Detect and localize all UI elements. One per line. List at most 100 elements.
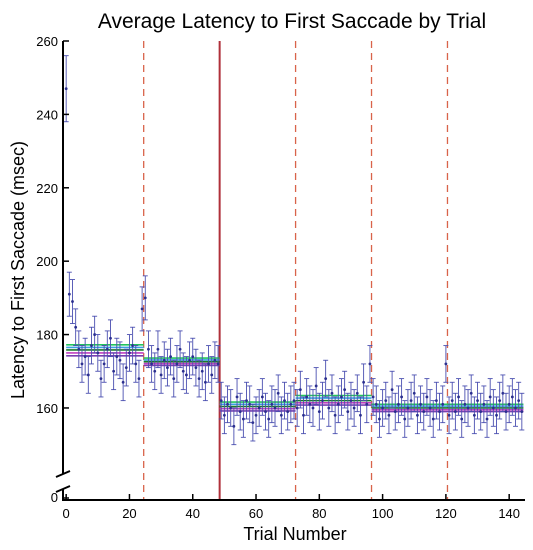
data-point-44	[203, 380, 207, 384]
y-tick-label-0: 160	[36, 401, 58, 416]
data-point-12	[102, 362, 106, 366]
data-point-107	[403, 417, 407, 421]
data-point-112	[419, 402, 422, 406]
data-point-78	[311, 406, 315, 410]
data-point-47	[213, 358, 217, 362]
x-tick-label-2: 40	[186, 506, 200, 521]
data-point-35	[175, 362, 179, 366]
y-tick-label-zero-0: 0	[51, 490, 58, 505]
data-point-102	[387, 413, 391, 417]
data-point-42	[197, 377, 201, 381]
data-point-38	[185, 373, 188, 377]
data-point-8	[90, 344, 93, 347]
data-point-16	[115, 355, 119, 358]
data-point-67	[276, 391, 280, 395]
data-point-14	[109, 336, 112, 340]
y-tick-label-3: 220	[36, 181, 58, 196]
data-point-81	[321, 399, 324, 403]
axis-break-mark-top	[55, 470, 71, 478]
data-point-143	[517, 399, 521, 403]
data-point-122	[450, 399, 454, 403]
data-point-51	[226, 402, 229, 406]
data-point-66	[273, 406, 277, 410]
data-point-59	[251, 421, 255, 425]
data-point-117	[434, 399, 438, 403]
data-point-131	[479, 410, 483, 414]
data-point-144	[520, 410, 524, 414]
data-point-104	[393, 410, 397, 414]
data-point-31	[162, 358, 166, 362]
data-point-54	[235, 395, 239, 399]
data-point-18	[121, 380, 125, 384]
data-point-100	[381, 406, 385, 410]
data-point-7	[86, 373, 90, 377]
data-point-120	[444, 362, 448, 366]
data-point-92	[355, 391, 359, 395]
chart-title: Average Latency to First Saccade by Tria…	[98, 10, 486, 33]
data-point-41	[194, 366, 198, 369]
data-point-34	[172, 377, 176, 381]
data-point-10	[96, 351, 100, 355]
data-point-86	[336, 402, 340, 406]
data-point-137	[498, 399, 502, 403]
data-point-115	[428, 406, 432, 410]
data-point-56	[241, 417, 245, 421]
data-point-111	[416, 413, 419, 417]
data-point-99	[378, 417, 381, 421]
x-tick-label-1: 20	[122, 506, 136, 521]
data-point-98	[374, 402, 378, 406]
data-point-4	[77, 347, 81, 351]
data-point-2	[71, 300, 74, 303]
data-point-13	[105, 347, 109, 351]
data-point-39	[188, 358, 191, 362]
data-point-45	[207, 362, 210, 366]
data-point-48	[216, 362, 220, 366]
x-tick-label-5: 100	[372, 506, 394, 521]
data-point-71	[289, 402, 293, 406]
data-point-119	[441, 402, 445, 406]
data-point-89	[346, 410, 350, 414]
data-point-77	[308, 402, 312, 406]
data-point-105	[397, 402, 400, 406]
data-point-65	[270, 402, 274, 406]
data-point-124	[457, 395, 460, 399]
x-tick-label-3: 60	[249, 506, 263, 521]
data-point-84	[330, 391, 334, 395]
data-point-22	[134, 362, 138, 366]
data-point-29	[156, 347, 160, 351]
data-point-96	[368, 362, 372, 366]
data-point-95	[365, 402, 369, 406]
data-point-142	[514, 406, 517, 410]
data-point-37	[181, 369, 185, 373]
data-point-125	[460, 417, 464, 421]
data-point-85	[333, 413, 337, 417]
x-tick-label-7: 140	[498, 506, 520, 521]
data-point-134	[488, 395, 492, 399]
data-point-70	[286, 410, 290, 414]
data-point-90	[349, 399, 353, 403]
data-point-17	[118, 358, 122, 362]
data-point-25	[143, 296, 147, 300]
data-point-61	[257, 406, 261, 410]
data-point-74	[298, 388, 302, 392]
data-point-141	[510, 395, 514, 399]
data-point-130	[476, 399, 479, 403]
data-point-80	[317, 410, 321, 414]
data-point-46	[210, 373, 214, 377]
data-point-30	[159, 373, 163, 377]
data-point-93	[359, 413, 362, 417]
data-point-60	[254, 413, 258, 417]
y-tick-label-5: 260	[36, 34, 58, 49]
data-point-33	[169, 355, 172, 358]
data-point-82	[324, 377, 328, 381]
x-axis-label: Trial Number	[243, 524, 346, 544]
x-tick-label-4: 80	[312, 506, 326, 521]
axis-break-mark-bottom	[55, 485, 71, 493]
plot-area: 160 180 200 220 240 260 00 20 40 60 80 100 120 140	[36, 34, 525, 521]
data-point-116	[431, 417, 435, 421]
data-point-62	[260, 395, 264, 399]
data-point-20	[128, 351, 131, 355]
y-tick-label-1: 180	[36, 328, 58, 343]
data-point-26	[147, 347, 150, 351]
data-point-6	[83, 355, 87, 358]
